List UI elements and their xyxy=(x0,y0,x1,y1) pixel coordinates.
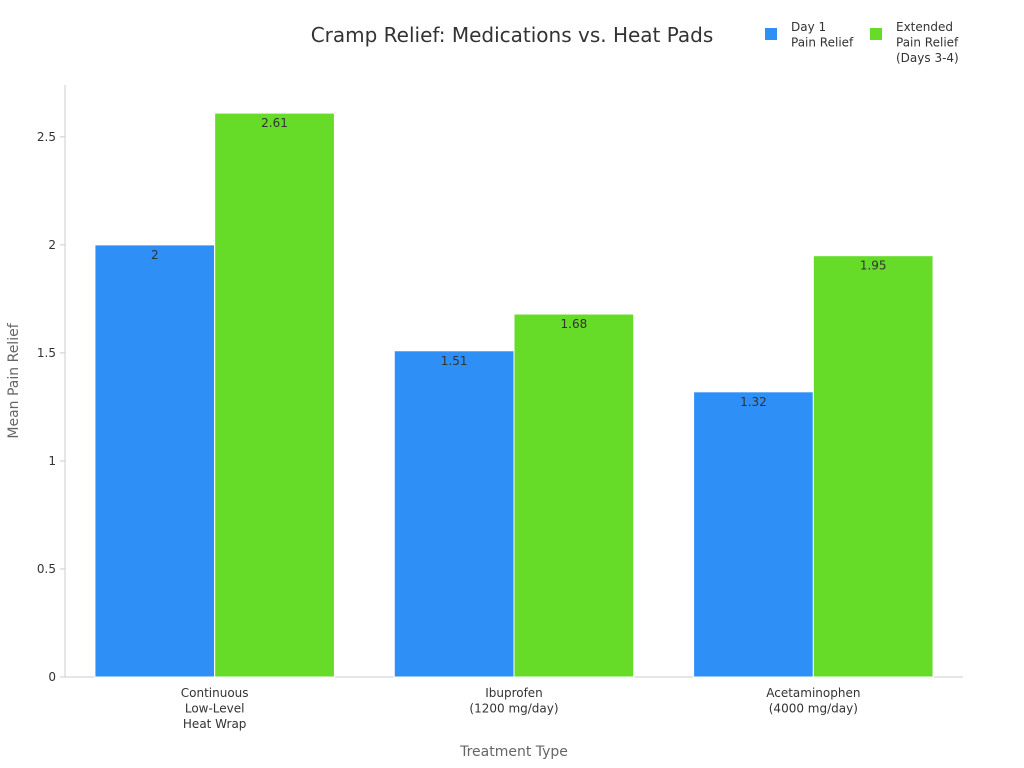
y-tick-label: 2.5 xyxy=(37,130,56,144)
bar xyxy=(693,391,814,678)
y-tick-label: 0 xyxy=(48,670,56,684)
value-label: 1.95 xyxy=(860,259,887,273)
x-axis-label: Treatment Type xyxy=(459,744,568,760)
x-tick-label: Continuous Low-Level Heat Wrap xyxy=(181,686,249,731)
value-label: 1.32 xyxy=(740,395,767,409)
y-axis-label: Mean Pain Relief xyxy=(6,322,22,438)
x-tick-label: Acetaminophen (4000 mg/day) xyxy=(766,686,860,716)
y-tick-label: 1.5 xyxy=(37,346,56,360)
bar xyxy=(513,313,635,678)
legend-swatch xyxy=(870,28,882,40)
value-label: 2.61 xyxy=(261,116,288,130)
legend-swatch xyxy=(765,28,777,40)
legend-label: Day 1 Pain Relief xyxy=(791,20,854,50)
legend-label: Extended Pain Relief (Days 3-4) xyxy=(896,20,959,65)
chart-title: Cramp Relief: Medications vs. Heat Pads xyxy=(311,23,714,47)
bar xyxy=(214,112,335,678)
bar xyxy=(393,350,515,678)
x-tick-label: Ibuprofen (1200 mg/day) xyxy=(469,686,558,716)
bar xyxy=(94,244,216,678)
y-tick-label: 1 xyxy=(48,454,56,468)
value-label: 1.68 xyxy=(561,317,588,331)
value-label: 2 xyxy=(151,248,159,262)
bar xyxy=(812,255,934,678)
y-tick-label: 2 xyxy=(48,238,56,252)
y-tick-label: 0.5 xyxy=(37,562,56,576)
value-label: 1.51 xyxy=(441,354,468,368)
